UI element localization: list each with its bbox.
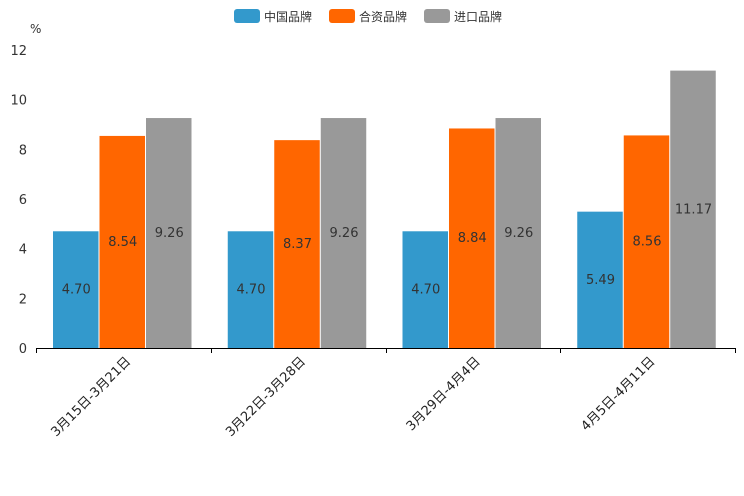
data-label: 4.70 [237,283,266,298]
x-tick-label: 4月5日-4月11日 [579,354,659,434]
data-label: 9.26 [155,226,184,241]
legend-swatch [329,9,355,23]
x-tick-label: 3月22日-3月28日 [223,354,309,440]
bar[interactable] [623,135,670,348]
y-axis: 0 2 4 6 8 10 12 [10,44,27,357]
data-label: 8.56 [633,235,662,250]
x-tick-label: 3月29日-4月4日 [404,354,484,434]
legend-swatch [234,9,260,23]
bar[interactable] [577,211,623,348]
data-label: 8.54 [108,235,137,250]
data-label: 9.26 [330,226,359,241]
y-tick-label: 6 [19,193,27,208]
bar[interactable] [227,231,274,348]
bar[interactable] [99,135,146,348]
data-label: 4.70 [411,283,440,298]
bar[interactable] [670,70,716,348]
y-tick-label: 10 [10,94,27,109]
bar[interactable] [146,118,192,348]
data-label: 8.84 [458,231,487,246]
bar[interactable] [449,128,495,348]
legend-label: 中国品牌 [264,9,312,24]
data-label: 8.37 [283,237,312,252]
legend-label: 合资品牌 [359,9,407,24]
data-label: 5.49 [586,273,615,288]
legend-item[interactable]: 中国品牌 [234,9,312,24]
legend-label: 进口品牌 [454,10,502,24]
x-axis: 3月15日-3月21日 3月22日-3月28日 3月29日-4月4日 4月5日-4月1… [36,348,736,440]
bars: 4.70 4.70 4.70 5.49 8.54 8.37 8.84 8.56 9.26 9.26… [53,70,716,348]
data-label: 9.26 [504,226,533,241]
bar[interactable] [274,140,320,348]
legend: 中国品牌 合资品牌 进口品牌 [234,9,502,24]
y-tick-label: 12 [10,44,27,59]
y-axis-unit: % [30,22,41,36]
data-label: 11.17 [675,202,712,217]
legend-item[interactable]: 进口品牌 [424,9,502,24]
bar[interactable] [53,231,99,348]
y-tick-label: 4 [19,243,27,258]
data-label: 4.70 [62,283,91,298]
bar[interactable] [495,118,542,348]
y-tick-label: 8 [19,143,27,158]
x-tick-label: 3月15日-3月21日 [48,354,134,440]
legend-swatch [424,9,450,23]
y-tick-label: 0 [19,342,27,357]
bar[interactable] [320,118,367,348]
y-tick-label: 2 [19,292,27,307]
bar[interactable] [402,231,449,348]
legend-item[interactable]: 合资品牌 [329,9,407,24]
